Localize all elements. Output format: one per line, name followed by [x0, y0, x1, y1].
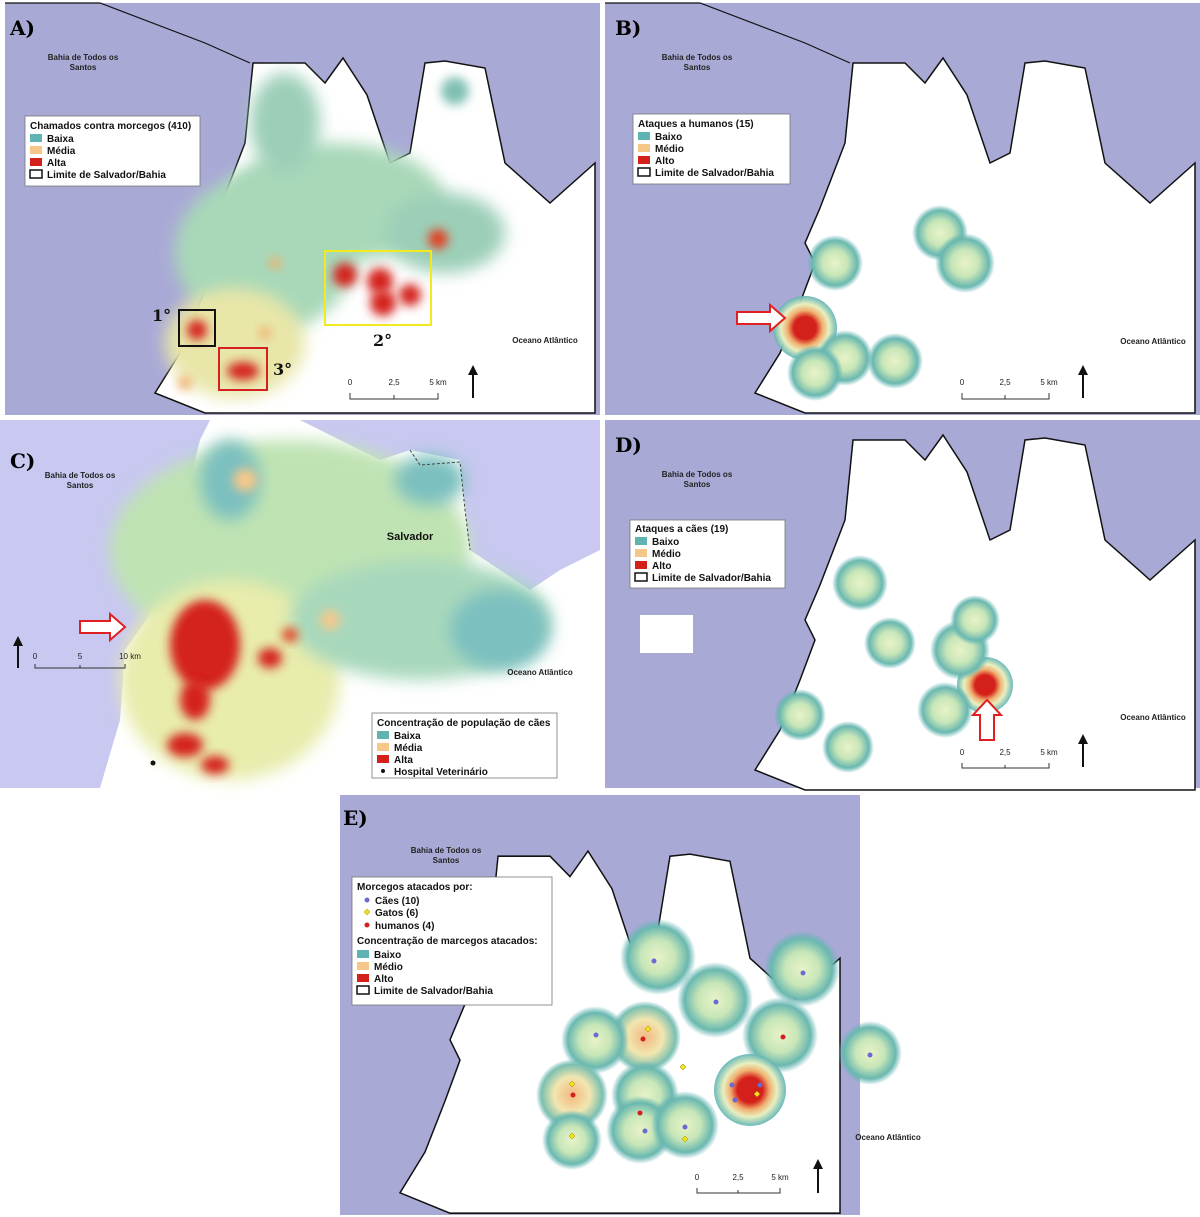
bay-label: Bahia de Todos os Santos	[662, 53, 733, 72]
svg-text:Limite de Salvador/Bahia: Limite de Salvador/Bahia	[374, 986, 493, 997]
svg-text:5 km: 5 km	[771, 1173, 789, 1182]
legend-low: Baixa	[47, 134, 74, 145]
svg-text:Baixo: Baixo	[655, 132, 682, 143]
svg-text:10 km: 10 km	[119, 652, 141, 661]
svg-text:0: 0	[348, 378, 353, 387]
bay-label: Bahia de Todos os Santos	[45, 471, 116, 490]
heatmap-layer	[773, 205, 995, 401]
svg-text:Cães (10): Cães (10)	[375, 896, 419, 907]
hotspot	[714, 1054, 786, 1126]
city-label: Salvador	[387, 531, 434, 543]
rank-3-label: 3°	[273, 360, 292, 379]
legend: Ataques a cães (19) Baixo Médio Alto Lim…	[629, 519, 786, 589]
svg-text:Baixo: Baixo	[374, 950, 401, 961]
scale-bar: 0 2,5 5 km	[348, 378, 447, 400]
svg-text:Concentração de população de c: Concentração de população de cães	[377, 718, 551, 729]
legend-boundary: Limite de Salvador/Bahia	[47, 170, 166, 181]
hospital-point	[150, 760, 156, 766]
ocean-label: Oceano Atlântico	[507, 668, 573, 677]
rank-3-box	[218, 347, 268, 391]
svg-text:Alto: Alto	[655, 156, 674, 167]
svg-text:Alta: Alta	[394, 755, 413, 766]
svg-text:2,5: 2,5	[999, 378, 1011, 387]
red-arrow-icon	[736, 302, 787, 334]
svg-text:Ataques a humanos (15): Ataques a humanos (15)	[638, 119, 754, 130]
legend-high: Alta	[47, 158, 66, 169]
heatmap-layer	[774, 555, 1013, 773]
svg-text:Ataques a cães (19): Ataques a cães (19)	[635, 524, 728, 535]
svg-text:Médio: Médio	[652, 549, 681, 560]
panel-e-title: E)	[343, 806, 368, 830]
rank-1-label: 1°	[152, 306, 171, 325]
scale-bar: 0 2,5 5 km	[695, 1173, 789, 1194]
svg-text:Limite de Salvador/Bahia: Limite de Salvador/Bahia	[655, 168, 774, 179]
svg-text:5 km: 5 km	[429, 378, 447, 387]
panel-b: B) Bahia de Todos os Santos Oceano Atlânt…	[605, 2, 1200, 415]
legend-title: Chamados contra morcegos (410)	[30, 121, 191, 132]
rank-1-box	[178, 309, 216, 347]
legend: Morcegos atacados por: Cães (10) Gatos (…	[351, 876, 553, 1006]
point-markers	[568, 958, 873, 1143]
red-arrow-icon	[970, 698, 1004, 741]
svg-text:Limite de Salvador/Bahia: Limite de Salvador/Bahia	[652, 573, 771, 584]
svg-text:0: 0	[33, 652, 38, 661]
svg-text:Média: Média	[394, 743, 423, 754]
blank-patch	[640, 615, 693, 653]
svg-text:Morcegos atacados por:: Morcegos atacados por:	[357, 882, 473, 893]
svg-text:2,5: 2,5	[388, 378, 400, 387]
scale-bar: 0 2,5 5 km	[960, 378, 1058, 400]
panel-b-title: B)	[615, 16, 641, 40]
panel-c: C) Bahia de Todos os Santos Salvador Ocea…	[0, 420, 600, 788]
svg-text:humanos (4): humanos (4)	[375, 921, 434, 932]
scale-bar: 0 2,5 5 km	[960, 748, 1058, 769]
scale-bar: 0 5 10 km	[13, 636, 141, 669]
bay-label: Bahia de Todos os Santos	[411, 846, 482, 865]
bay-label: Bahia de Todos os Santos	[48, 53, 119, 72]
rank-2-box	[324, 250, 432, 326]
svg-text:Alto: Alto	[652, 561, 671, 572]
svg-text:Hospital Veterinário: Hospital Veterinário	[394, 767, 488, 778]
legend: Ataques a humanos (15) Baixo Médio Alto …	[632, 113, 791, 185]
svg-text:2,5: 2,5	[999, 748, 1011, 757]
legend: Concentração de população de cães Baixa …	[371, 712, 558, 779]
legend: Chamados contra morcegos (410) Baixa Méd…	[24, 115, 201, 187]
legend-mid: Média	[47, 146, 76, 157]
svg-text:0: 0	[695, 1173, 700, 1182]
bay-label: Bahia de Todos os Santos	[662, 470, 733, 489]
svg-text:Médio: Médio	[655, 144, 684, 155]
panel-d: D) Bahia de Todos os Santos Oceano Atlânt…	[605, 420, 1200, 791]
north-arrow-icon	[1078, 365, 1088, 398]
svg-text:0: 0	[960, 378, 965, 387]
svg-text:Gatos (6): Gatos (6)	[375, 908, 418, 919]
ocean-label: Oceano Atlântico	[855, 1133, 921, 1142]
svg-text:Alto: Alto	[374, 974, 393, 985]
panel-e: E) Bahia de Todos os Santos Oceano Atlânt…	[340, 795, 921, 1215]
north-arrow-icon	[813, 1159, 823, 1193]
ocean-label: Oceano Atlântico	[512, 336, 578, 345]
red-arrow-icon	[79, 611, 127, 643]
panel-d-title: D)	[615, 433, 642, 457]
svg-text:Baixo: Baixo	[652, 537, 679, 548]
svg-text:2,5: 2,5	[732, 1173, 744, 1182]
heatmap-layer	[165, 73, 505, 398]
north-arrow-icon	[1078, 734, 1088, 767]
svg-text:5: 5	[78, 652, 83, 661]
ocean-label: Oceano Atlântico	[1120, 337, 1186, 346]
svg-text:0: 0	[960, 748, 965, 757]
svg-text:5 km: 5 km	[1040, 378, 1058, 387]
panel-c-title: C)	[10, 449, 35, 473]
heatmap-layer	[110, 440, 550, 780]
panel-a: 1° 2° 3° A) Bahia de Todos os Santos Ocea…	[5, 2, 600, 415]
north-arrow-icon	[468, 365, 478, 398]
svg-text:5 km: 5 km	[1040, 748, 1058, 757]
svg-text:Médio: Médio	[374, 962, 403, 973]
panel-a-title: A)	[9, 16, 35, 40]
svg-text:Baixa: Baixa	[394, 731, 421, 742]
ocean-label: Oceano Atlântico	[1120, 713, 1186, 722]
rank-2-label: 2°	[373, 331, 392, 350]
svg-text:Concentração de marcegos ataca: Concentração de marcegos atacados:	[357, 936, 538, 947]
